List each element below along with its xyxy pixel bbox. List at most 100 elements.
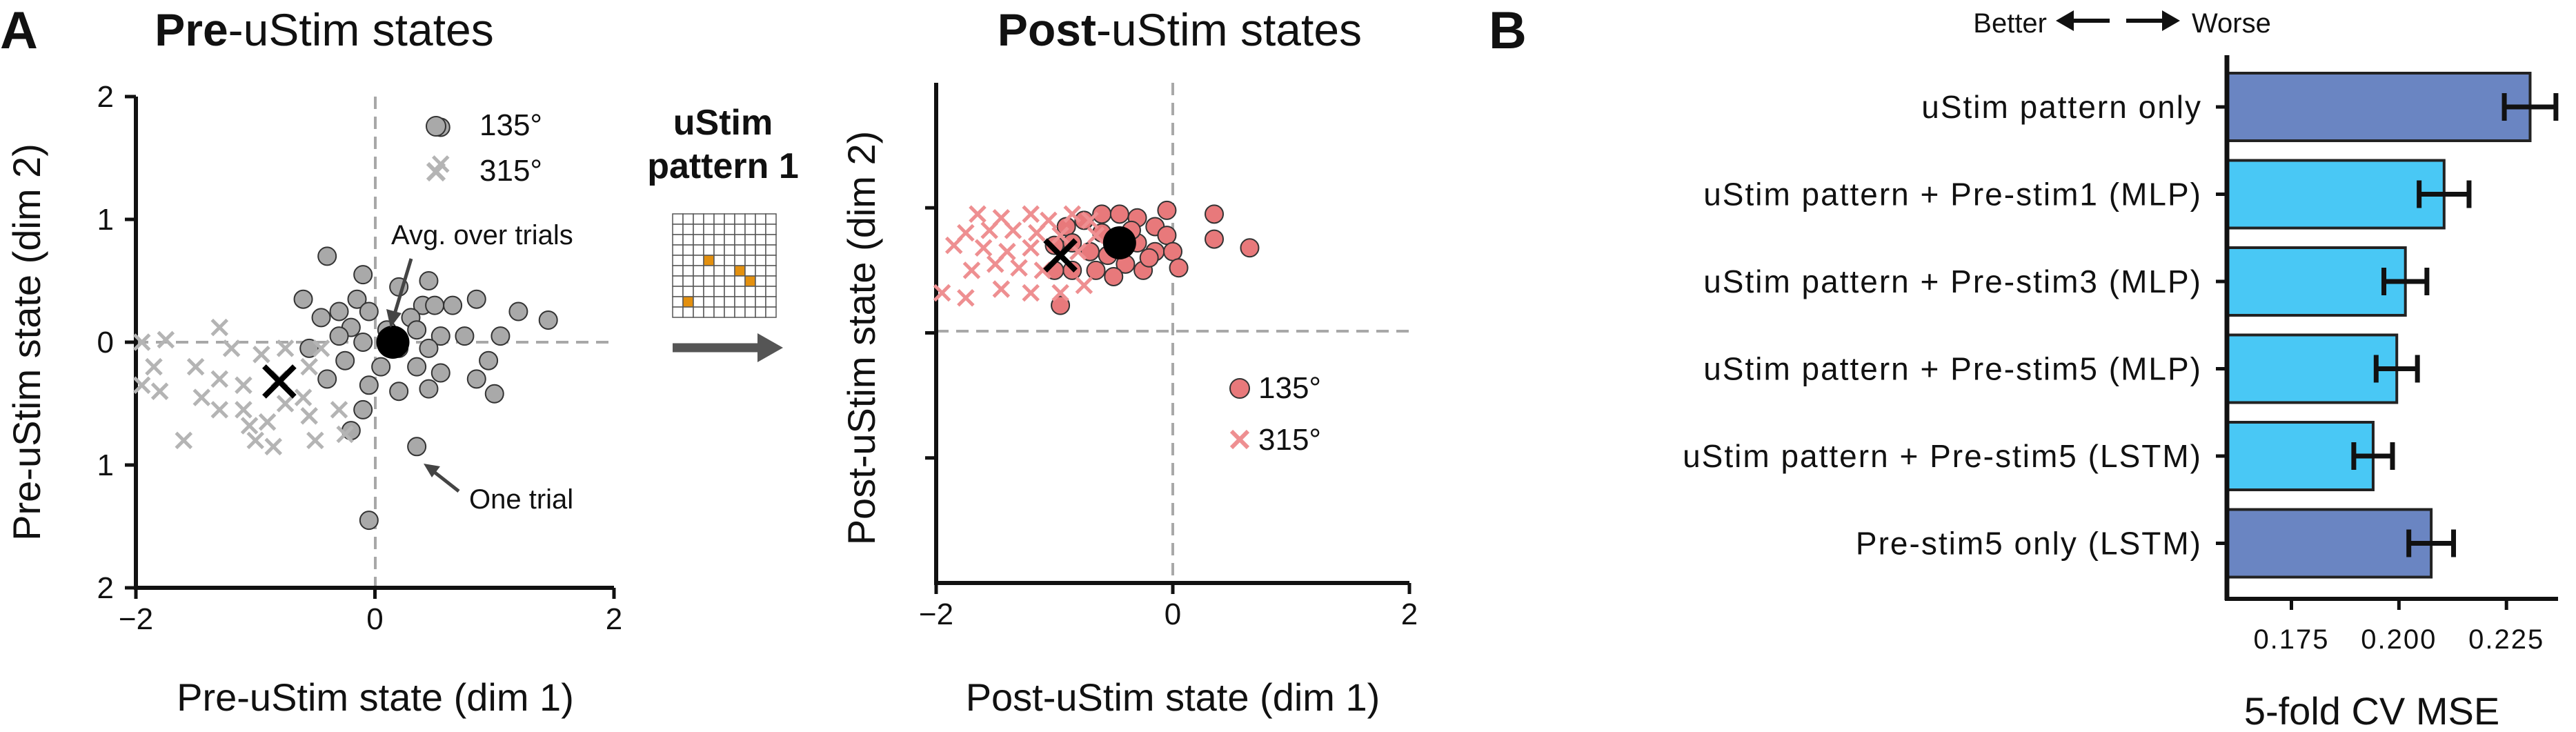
better-arrowhead (2056, 10, 2074, 31)
worse-label: Worse (2192, 8, 2271, 39)
pre-point-circle (484, 384, 504, 404)
pattern-cell (693, 234, 704, 246)
pattern-cell (703, 213, 715, 225)
pattern-cell (703, 234, 715, 246)
pre-point-x (145, 357, 163, 376)
pattern-cell (744, 244, 756, 256)
pattern-cell (713, 275, 725, 287)
post-point-circle (1104, 266, 1124, 286)
pre-point-circle (430, 363, 450, 383)
pre-legend-x (426, 161, 446, 182)
pattern-cell (672, 234, 684, 246)
pre-title-rest: -uStim states (228, 4, 494, 55)
pattern-cell (765, 224, 777, 235)
pattern-cell (693, 255, 704, 266)
pre-point-circle (407, 320, 427, 340)
pattern-cell (744, 213, 756, 225)
post-point-x (957, 288, 975, 307)
post-legend-315: 315° (1258, 423, 1321, 457)
pattern-cell (724, 213, 735, 225)
pattern-cell (682, 224, 694, 235)
pre-xtick-label: 2 (606, 602, 622, 636)
pre-point-x (210, 401, 229, 419)
pattern-cell (724, 255, 735, 266)
pre-point-x (300, 407, 318, 425)
pattern-cell (744, 306, 756, 318)
post-title: Post-uStim states (998, 4, 1362, 55)
pattern-cell (703, 275, 715, 287)
pattern-cell (734, 275, 746, 287)
pre-point-circle (299, 338, 319, 358)
post-xtick-label: −2 (919, 597, 953, 631)
pre-point-circle (389, 382, 409, 402)
pattern-cell-active (682, 296, 694, 308)
post-point-circle (1139, 248, 1159, 268)
post-ticks: −2 0 2 (919, 206, 1418, 631)
post-point-x (1081, 211, 1099, 230)
pre-title: Pre-uStim states (155, 4, 494, 55)
mse-ticks: uStim pattern only uStim pattern + Pre-st… (1683, 89, 2543, 655)
pre-point-x (240, 417, 259, 435)
annotation-trial-arrowhead (424, 464, 440, 477)
pre-point-x (192, 388, 211, 406)
pre-point-x (235, 376, 252, 395)
pre-point-x (132, 376, 151, 395)
pattern-cell (672, 306, 684, 318)
annotation-avg: Avg. over trials (391, 220, 573, 250)
pattern-cell (713, 296, 725, 308)
pattern-cell (765, 275, 777, 287)
post-point-x (962, 261, 981, 279)
pre-points (132, 117, 558, 531)
pattern-cell (693, 244, 704, 256)
pre-point-x (132, 333, 151, 351)
pattern-cell (713, 265, 725, 277)
pre-ytick-label: 2 (97, 571, 114, 605)
pattern-cell (703, 286, 715, 297)
post-point-x (986, 255, 1004, 273)
pre-xtick-label: −2 (119, 602, 153, 636)
pre-point-circle (538, 310, 558, 330)
pre-point-circle (293, 289, 313, 309)
pattern-arrowhead (757, 333, 783, 362)
pattern-cell (682, 213, 694, 225)
pattern-cell (765, 265, 777, 277)
mse-category-label: Pre-stim5 only (LSTM) (1856, 526, 2202, 562)
post-xtick-label: 2 (1401, 597, 1418, 631)
post-point-circle (1163, 241, 1182, 261)
pattern-cell (765, 213, 777, 225)
pattern-cell (693, 224, 704, 235)
pattern-cell (672, 265, 684, 277)
pattern-cell (703, 306, 715, 318)
post-point-x (980, 221, 998, 239)
pre-point-circle (317, 369, 337, 389)
pattern-cell (693, 286, 704, 297)
post-points (933, 200, 1260, 315)
pre-point-circle (359, 301, 379, 322)
pre-point-circle (329, 326, 349, 346)
post-point-circle (1086, 260, 1106, 280)
pattern-cell-active (734, 265, 746, 277)
pattern-cell (744, 224, 756, 235)
pre-y-label: Pre-uStim state (dim 2) (5, 144, 48, 541)
post-avg-circle (1102, 226, 1136, 259)
post-point-circle (1051, 295, 1071, 315)
pattern-cell (734, 255, 746, 266)
mse-bar (2226, 72, 2532, 142)
pre-ytick-label: 2 (97, 80, 114, 114)
post-point-circle (1074, 210, 1094, 230)
mse-bar (2226, 333, 2399, 404)
pattern-cell (755, 286, 766, 297)
pattern-cell (724, 244, 735, 256)
post-point-circle (1205, 229, 1225, 249)
pattern-cell (693, 213, 704, 225)
pattern-cell (672, 296, 684, 308)
pattern-cell (765, 296, 777, 308)
pre-point-circle (508, 301, 528, 322)
post-xtick-label: 0 (1165, 597, 1181, 631)
post-point-circle (1240, 238, 1260, 258)
pre-point-x (336, 425, 354, 444)
post-point-x (1051, 226, 1069, 244)
annotation-avg-arrowhead (386, 309, 402, 328)
pre-point-x (276, 395, 295, 413)
pattern-cell (703, 296, 715, 308)
